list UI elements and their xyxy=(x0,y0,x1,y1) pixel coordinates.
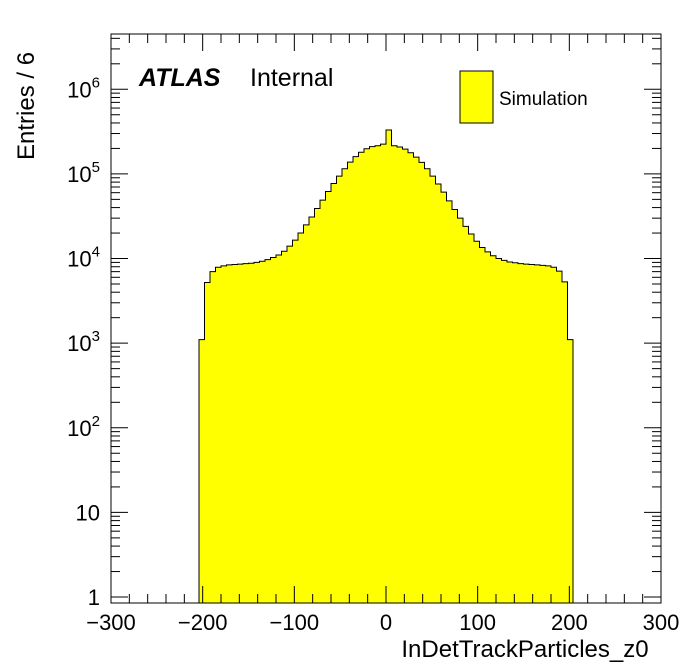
y-axis-title: Entries / 6 xyxy=(13,52,40,160)
y-tick-label: 105 xyxy=(67,159,100,187)
histogram-bin xyxy=(523,264,530,603)
histogram-bin xyxy=(545,265,552,603)
histogram-bin xyxy=(210,271,216,603)
x-tick-label: 300 xyxy=(643,610,680,635)
histogram-bin xyxy=(468,233,475,603)
histogram-bin xyxy=(430,176,436,603)
histogram-bin xyxy=(254,262,260,603)
histogram-bin xyxy=(320,200,326,603)
histogram-bin xyxy=(402,149,409,604)
histogram-bin xyxy=(336,176,343,603)
histogram-bin xyxy=(512,262,519,603)
atlas-label: ATLAS xyxy=(138,64,221,92)
histogram-bin xyxy=(562,281,568,603)
histogram-bin xyxy=(452,209,458,603)
histogram-bin xyxy=(204,282,211,603)
histogram-bin xyxy=(265,259,271,603)
histogram-bin xyxy=(397,146,403,603)
histogram-bin xyxy=(232,264,238,603)
x-tick-label: 200 xyxy=(551,610,588,635)
histogram-bin xyxy=(496,258,502,603)
x-tick-label: −100 xyxy=(270,610,320,635)
histogram-bin xyxy=(298,233,304,603)
histogram-bin xyxy=(391,145,398,603)
x-axis-title: InDetTrackParticles_z0 xyxy=(401,636,648,663)
histogram-bin xyxy=(529,264,535,603)
histogram-bin xyxy=(479,247,486,603)
histogram-bin xyxy=(292,240,299,603)
histogram-bin xyxy=(386,130,392,604)
histogram-bin xyxy=(325,191,332,603)
histogram-bin xyxy=(199,339,205,603)
internal-label: Internal xyxy=(250,64,333,92)
histogram-bin xyxy=(243,263,249,603)
histogram-bin xyxy=(518,263,524,603)
histogram-bin xyxy=(408,152,414,603)
histogram-bin xyxy=(457,218,464,604)
y-tick-label: 102 xyxy=(67,413,100,441)
histogram-bin xyxy=(259,261,266,603)
histogram-bin xyxy=(364,148,370,603)
histogram-bars xyxy=(198,129,574,604)
histogram-bin xyxy=(380,144,387,603)
y-tick-label: 104 xyxy=(67,244,100,272)
y-tick-label: 10 xyxy=(76,500,100,525)
histogram-bin xyxy=(221,265,227,603)
histogram-bin xyxy=(237,264,244,603)
histogram-bin xyxy=(507,261,513,603)
histogram-bin xyxy=(347,162,354,603)
histogram-bin xyxy=(369,146,376,603)
histogram-bin xyxy=(419,162,425,604)
histogram-bin xyxy=(309,216,315,603)
histogram-bin xyxy=(226,264,233,603)
histogram-bin xyxy=(314,208,321,603)
histogram-outline xyxy=(198,129,574,603)
histogram-bin xyxy=(463,226,469,603)
histogram-bin xyxy=(358,152,365,603)
legend-label: Simulation xyxy=(499,89,588,110)
histogram-bin xyxy=(556,271,563,603)
histogram-bin xyxy=(485,251,491,603)
histogram-bin xyxy=(303,224,310,603)
histogram-bin xyxy=(287,246,293,604)
histogram-bin xyxy=(446,200,453,604)
histogram-bin xyxy=(270,257,277,603)
histogram-bin xyxy=(501,260,508,603)
histogram-bin xyxy=(342,168,348,604)
histogram-bin xyxy=(424,168,431,604)
x-tick-label: −200 xyxy=(178,610,228,635)
histogram-bin xyxy=(215,267,222,603)
x-tick-label: 100 xyxy=(459,610,496,635)
y-tick-label: 103 xyxy=(67,328,100,356)
histogram-bin xyxy=(248,263,255,603)
histogram-bin xyxy=(353,156,359,604)
histogram-bin xyxy=(474,241,480,603)
x-axis-ticks: −300 −200 −100 0 100 200 300 xyxy=(86,34,679,635)
histogram-bin xyxy=(435,183,442,603)
histogram-bin xyxy=(534,264,541,603)
histogram-bin xyxy=(441,192,447,604)
legend-swatch xyxy=(459,70,494,124)
histogram-bin xyxy=(375,145,381,603)
y-tick-label: 106 xyxy=(67,74,100,102)
x-tick-label: −300 xyxy=(86,610,136,635)
histogram-bin xyxy=(331,183,337,604)
y-tick-label: 1 xyxy=(88,585,100,610)
histogram-bin xyxy=(281,251,288,603)
histogram-bin xyxy=(567,339,574,603)
histogram-bin xyxy=(276,255,282,604)
x-tick-label: 0 xyxy=(380,610,392,635)
histogram-bin xyxy=(490,255,497,603)
histogram-bin xyxy=(540,265,546,603)
histogram-bin xyxy=(551,267,557,603)
histogram-bin xyxy=(413,157,420,603)
